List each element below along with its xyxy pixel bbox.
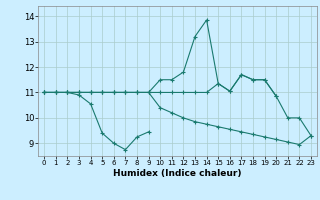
X-axis label: Humidex (Indice chaleur): Humidex (Indice chaleur) [113, 169, 242, 178]
